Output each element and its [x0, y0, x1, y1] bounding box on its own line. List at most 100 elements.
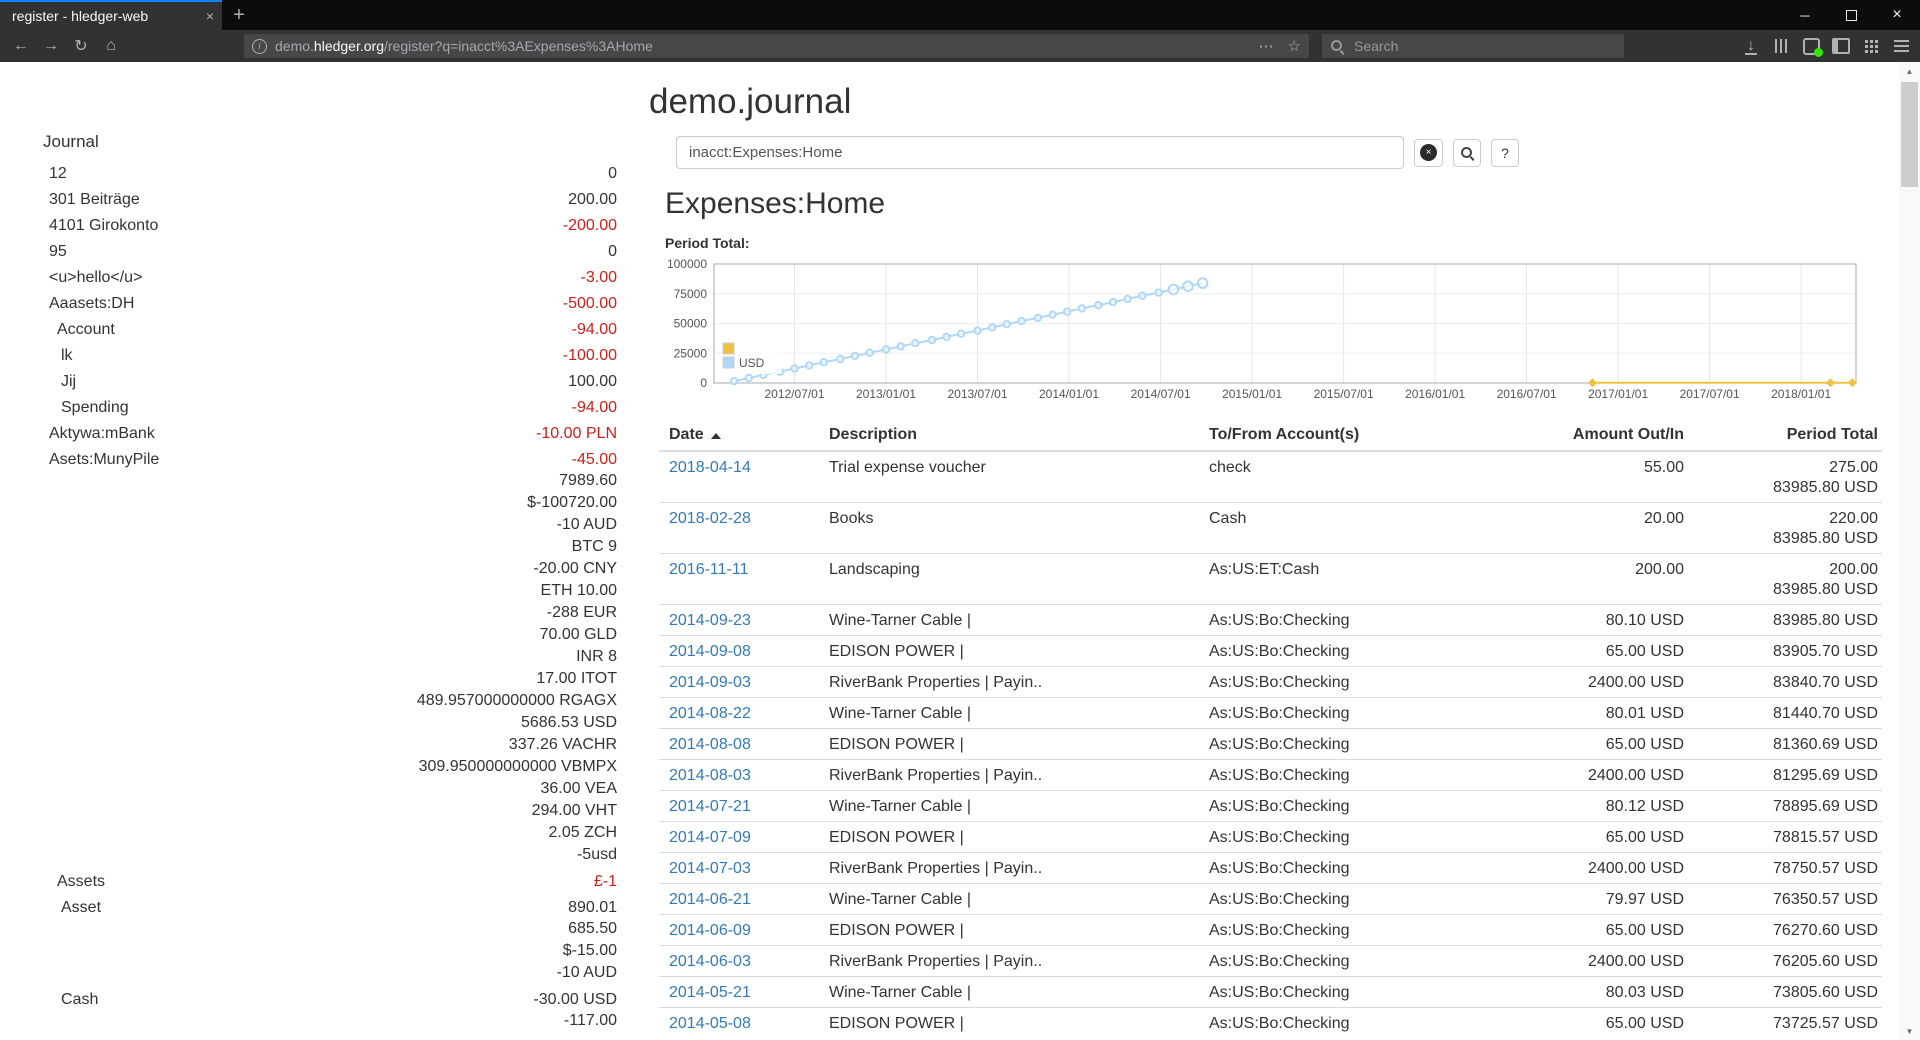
column-header-period-total[interactable]: Period Total: [1694, 419, 1882, 452]
transaction-date-link[interactable]: 2014-05-08: [669, 1014, 751, 1032]
account-link[interactable]: 4101 Girokonto: [49, 216, 159, 234]
balance-amount: 294.00 VHT: [531, 801, 617, 819]
account-row: Aktywa:mBank -10.00 PLN: [0, 420, 624, 446]
amount-cell: 80.03 USD: [1529, 976, 1694, 1008]
browser-search-input[interactable]: [1352, 37, 1596, 55]
transaction-description: Wine-Tarner Cable |: [819, 976, 1199, 1008]
column-header-date[interactable]: Date: [659, 419, 819, 452]
transaction-date-link[interactable]: 2014-06-21: [669, 890, 751, 908]
transaction-date-link[interactable]: 2014-06-09: [669, 921, 751, 939]
transaction-date-link[interactable]: 2014-08-03: [669, 766, 751, 784]
transaction-date-link[interactable]: 2014-06-03: [669, 952, 751, 970]
page-title: demo.journal: [649, 82, 852, 121]
account-link[interactable]: 12: [49, 164, 67, 182]
account-row: Account -94.00: [0, 316, 624, 342]
transaction-account: As:US:Bo:Checking: [1199, 1007, 1529, 1038]
reload-button[interactable]: ↻: [74, 38, 88, 55]
transaction-date-link[interactable]: 2014-09-23: [669, 611, 751, 629]
browser-search-bar[interactable]: [1322, 34, 1624, 58]
home-button[interactable]: ⌂: [106, 37, 116, 54]
search-button[interactable]: [1453, 138, 1481, 167]
bookmark-star-icon[interactable]: ☆: [1287, 38, 1301, 55]
balance-amount: 100.00: [568, 372, 617, 390]
balance-amount: -117.00: [563, 1011, 617, 1029]
period-total-cell: 81440.70 USD: [1694, 697, 1882, 729]
account-link[interactable]: lk: [61, 346, 73, 364]
scrollbar-down-icon[interactable]: ▼: [1905, 1026, 1914, 1036]
transaction-date-link[interactable]: 2014-08-22: [669, 704, 751, 722]
account-link[interactable]: Jij: [61, 372, 77, 390]
help-button[interactable]: ?: [1491, 138, 1519, 167]
transaction-date-link[interactable]: 2014-07-03: [669, 859, 751, 877]
account-link[interactable]: Spending: [61, 398, 129, 416]
svg-text:2013/07/01: 2013/07/01: [947, 387, 1007, 401]
account-link[interactable]: Account: [57, 320, 115, 338]
account-link[interactable]: Asset: [61, 898, 102, 916]
column-header-description[interactable]: Description: [819, 419, 1199, 452]
transaction-date-link[interactable]: 2018-02-28: [669, 509, 751, 527]
transaction-description: RiverBank Properties | Payin..: [819, 759, 1199, 791]
library-icon[interactable]: [1766, 32, 1796, 60]
tab-close-icon[interactable]: ×: [205, 8, 214, 24]
transaction-date-link[interactable]: 2016-11-11: [669, 560, 749, 578]
url-bar[interactable]: i demo.hledger.org/register?q=inacct%3AE…: [244, 34, 1309, 58]
transaction-description: EDISON POWER |: [819, 728, 1199, 760]
balance-amount: -288 EUR: [546, 603, 617, 621]
account-balances: -94.00: [572, 397, 617, 418]
account-row: <u>hello</u> -3.00: [0, 264, 624, 290]
browser-tab[interactable]: register - hledger-web ×: [0, 0, 222, 30]
account-link[interactable]: <u>hello</u>: [49, 268, 143, 286]
transaction-account: As:US:Bo:Checking: [1199, 945, 1529, 977]
account-link[interactable]: Cash: [61, 990, 99, 1008]
menu-icon[interactable]: [1886, 32, 1916, 60]
account-row: 301 Beiträge 200.00: [0, 186, 624, 212]
journal-link[interactable]: Journal: [43, 132, 99, 151]
register-row: 2018-04-14 Trial expense voucher check 55.0…: [659, 450, 1882, 503]
balance-amount: $-15.00: [562, 941, 617, 959]
transaction-account: As:US:Bo:Checking: [1199, 852, 1529, 884]
restore-button[interactable]: [1828, 0, 1874, 30]
transaction-date-link[interactable]: 2014-07-21: [669, 797, 751, 815]
transaction-date-link[interactable]: 2014-09-03: [669, 673, 751, 691]
transaction-account: As:US:Bo:Checking: [1199, 604, 1529, 636]
account-link[interactable]: 301 Beiträge: [49, 190, 140, 208]
column-header-to-from-account-s-[interactable]: To/From Account(s): [1199, 419, 1529, 452]
back-button[interactable]: ←: [13, 37, 29, 54]
forward-button[interactable]: →: [43, 37, 59, 54]
extension-icon[interactable]: [1796, 32, 1826, 60]
minimize-button[interactable]: ─: [1800, 7, 1810, 23]
account-link[interactable]: Assets: [57, 872, 106, 890]
account-row: Asset 890.01 685.50 $-15.00 -10 AUD: [0, 894, 624, 986]
transaction-date-link[interactable]: 2018-04-14: [669, 458, 751, 476]
site-info-icon[interactable]: i: [252, 38, 267, 54]
transaction-description: Landscaping: [819, 553, 1199, 605]
scrollbar-thumb[interactable]: [1901, 82, 1918, 187]
downloads-icon[interactable]: ↓: [1736, 32, 1766, 60]
balance-amount: -3.00: [580, 268, 617, 286]
query-input[interactable]: [676, 136, 1404, 169]
page-actions-icon[interactable]: ⋯: [1258, 38, 1274, 55]
new-tab-button[interactable]: +: [233, 3, 245, 26]
column-header-amount-out-in[interactable]: Amount Out/In: [1529, 419, 1694, 452]
sidebar-toggle-icon[interactable]: [1826, 32, 1856, 60]
account-link[interactable]: Aaasets:DH: [49, 294, 135, 312]
register-row: 2014-08-22 Wine-Tarner Cable | As:US:Bo:Ch…: [659, 697, 1882, 729]
svg-text:25000: 25000: [674, 346, 708, 360]
clear-query-button[interactable]: ×: [1414, 138, 1443, 167]
amount-cell: 65.00 USD: [1529, 821, 1694, 853]
balance-amount: 337.26 VACHR: [508, 735, 617, 753]
account-link[interactable]: Asets:MunyPile: [49, 450, 160, 468]
account-link[interactable]: 95: [49, 242, 67, 260]
period-total-cell: 200.00 83985.80 USD: [1694, 553, 1882, 605]
balance-amount: 685.50: [568, 919, 617, 937]
close-button[interactable]: ×: [1892, 6, 1902, 23]
page-scrollbar[interactable]: ▲ ▼: [1898, 62, 1920, 1040]
scrollbar-up-icon[interactable]: ▲: [1905, 66, 1914, 76]
transaction-date-link[interactable]: 2014-07-09: [669, 828, 751, 846]
register-head-row: Date Description To/From Account(s) Amount …: [659, 419, 1882, 452]
transaction-date-link[interactable]: 2014-05-21: [669, 983, 751, 1001]
transaction-date-link[interactable]: 2014-09-08: [669, 642, 751, 660]
apps-grid-icon[interactable]: [1856, 32, 1886, 60]
transaction-date-link[interactable]: 2014-08-08: [669, 735, 751, 753]
account-link[interactable]: Aktywa:mBank: [49, 424, 155, 442]
